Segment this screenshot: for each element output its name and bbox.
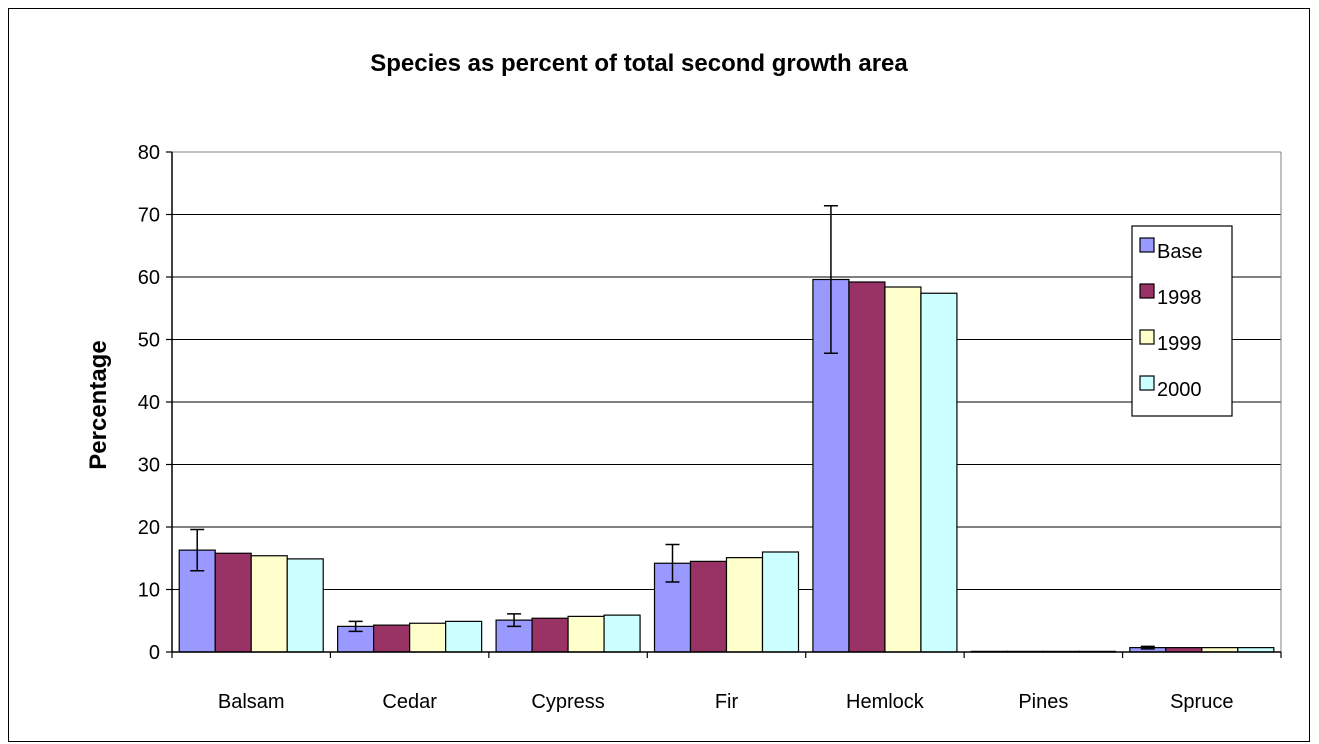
x-tick-label: Cypress [531, 691, 604, 713]
y-tick-label: 40 [138, 392, 160, 414]
bar-1998-fir [689, 560, 728, 653]
y-tick-label: 10 [138, 580, 160, 602]
gridlines [172, 151, 1281, 590]
bar-1998-cypress [531, 617, 569, 653]
legend-label-1999: 1999 [1157, 333, 1202, 355]
bar-chart: Species as percent of total second growt… [85, 50, 1282, 713]
x-tick-label: Spruce [1170, 691, 1233, 713]
axes [166, 151, 1282, 658]
bar-1999-cedar [409, 622, 447, 653]
y-tick-label: 20 [138, 517, 160, 539]
y-tick-label: 0 [149, 642, 160, 664]
legend-swatch-1998 [1139, 283, 1155, 299]
bar-2000-cedar [445, 620, 483, 653]
bar-1999-hemlock [884, 286, 922, 653]
chart-frame: Species as percent of total second growt… [8, 8, 1310, 742]
x-tick-label: Balsam [218, 691, 285, 713]
legend: Base 1998 1999 2000 [1131, 225, 1233, 417]
bar-2000-balsam [286, 558, 324, 653]
error-bars [190, 205, 1155, 650]
bar-2000-fir [761, 551, 800, 653]
bars [178, 278, 1275, 653]
bar-2000-cypress [603, 614, 641, 653]
bar-2000-hemlock [920, 292, 958, 653]
y-tick-labels: 0 10 20 30 40 50 60 70 80 [138, 142, 160, 664]
bar-1999-cypress [567, 615, 605, 653]
x-tick-label: Cedar [382, 691, 437, 713]
bar-1998-hemlock [848, 281, 886, 653]
legend-label-2000: 2000 [1157, 379, 1202, 401]
x-tick-label: Hemlock [846, 691, 925, 713]
bar-1999-fir [725, 557, 764, 653]
x-tick-labels: Balsam Cedar Cypress Fir Hemlock Pines Spruce [218, 691, 1234, 713]
y-tick-label: 30 [138, 455, 160, 477]
x-tick-label: Pines [1018, 691, 1068, 713]
legend-label-1998: 1998 [1157, 287, 1202, 309]
legend-swatch-base [1139, 237, 1155, 253]
legend-swatch-2000 [1139, 375, 1155, 391]
x-tick-label: Fir [715, 691, 739, 713]
legend-label-base: Base [1157, 241, 1203, 263]
y-tick-label: 60 [138, 267, 160, 289]
y-tick-label: 50 [138, 330, 160, 352]
y-tick-label: 70 [138, 205, 160, 227]
bar-1999-balsam [250, 555, 288, 653]
chart-title: Species as percent of total second growt… [370, 50, 908, 77]
y-axis-label: Percentage [85, 340, 112, 469]
bar-1998-cedar [373, 624, 411, 653]
bar-1998-balsam [214, 552, 252, 653]
y-tick-label: 80 [138, 142, 160, 164]
legend-swatch-1999 [1139, 329, 1155, 345]
